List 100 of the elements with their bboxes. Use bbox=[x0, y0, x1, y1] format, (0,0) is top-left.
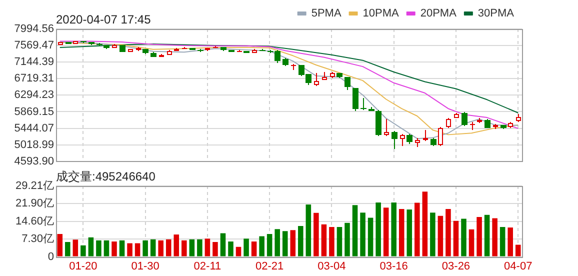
y-tick-label: 6294.23 bbox=[14, 89, 54, 102]
y-tick-label: 29.21亿 bbox=[15, 180, 54, 192]
legend-label: 20PMA bbox=[420, 8, 458, 20]
candlestick bbox=[112, 44, 117, 48]
y-tick-label: 7569.47 bbox=[14, 40, 54, 52]
x-tick-label: 04-07 bbox=[504, 260, 532, 272]
bar bbox=[298, 226, 304, 256]
candlestick bbox=[220, 47, 226, 52]
candlestick bbox=[352, 88, 358, 112]
bar bbox=[282, 231, 288, 256]
candlestick bbox=[150, 52, 156, 57]
candlestick bbox=[360, 98, 366, 110]
y-tick-label: 14.60亿 bbox=[15, 215, 54, 228]
bar bbox=[376, 202, 381, 256]
candlestick bbox=[96, 42, 102, 46]
candlestick bbox=[330, 72, 335, 78]
bar bbox=[391, 202, 396, 256]
candlestick bbox=[142, 49, 148, 54]
candlestick bbox=[368, 106, 374, 111]
bar bbox=[321, 224, 327, 256]
candlestick bbox=[384, 118, 389, 136]
bar bbox=[204, 238, 210, 256]
bar bbox=[468, 229, 474, 256]
candlestick bbox=[484, 118, 490, 128]
bar bbox=[96, 240, 102, 256]
y-tick-label: 5444.07 bbox=[14, 122, 54, 134]
bar bbox=[104, 240, 110, 256]
bar bbox=[508, 227, 513, 256]
bar bbox=[430, 212, 436, 256]
bar bbox=[65, 242, 70, 256]
candlestick bbox=[423, 130, 428, 142]
y-tick-label: 5018.99 bbox=[14, 138, 54, 151]
candlestick bbox=[470, 122, 475, 130]
candlestick bbox=[392, 130, 398, 150]
legend-label: 5PMA bbox=[311, 8, 342, 20]
y-tick-label: 7.30亿 bbox=[22, 233, 54, 246]
bar bbox=[422, 192, 428, 256]
bar bbox=[368, 218, 374, 256]
candlestick bbox=[167, 50, 172, 55]
bar bbox=[127, 243, 132, 256]
candlestick bbox=[104, 45, 110, 50]
x-tick-label: 02-21 bbox=[256, 260, 284, 272]
bar bbox=[290, 230, 296, 256]
bar bbox=[259, 236, 264, 256]
bar bbox=[329, 226, 334, 256]
candlestick bbox=[322, 72, 327, 80]
bar bbox=[406, 210, 412, 256]
bar bbox=[398, 209, 404, 256]
y-tick-label: 7144.39 bbox=[14, 56, 54, 68]
bar bbox=[453, 220, 459, 256]
bar bbox=[344, 222, 350, 256]
candlestick bbox=[336, 73, 342, 78]
y-tick-label: 21.90亿 bbox=[15, 198, 54, 210]
candlestick bbox=[454, 112, 459, 118]
candlestick bbox=[406, 134, 412, 144]
bar bbox=[336, 226, 342, 256]
candlestick bbox=[430, 138, 436, 146]
y-tick-label: 6719.31 bbox=[14, 72, 54, 85]
bar bbox=[150, 239, 156, 256]
y-tick-label: 4593.90 bbox=[14, 155, 54, 168]
bar bbox=[228, 242, 234, 256]
bar bbox=[515, 244, 521, 256]
candlestick bbox=[159, 54, 164, 57]
bar bbox=[174, 234, 180, 256]
candlestick bbox=[462, 112, 468, 126]
bar bbox=[492, 218, 498, 256]
bar bbox=[352, 205, 358, 256]
x-tick-label: 01-20 bbox=[69, 260, 98, 272]
bar bbox=[158, 240, 164, 256]
bar bbox=[182, 240, 187, 256]
y-tick-label: 0 bbox=[48, 250, 54, 263]
y-tick-label: 7994.56 bbox=[14, 23, 54, 36]
candlestick bbox=[136, 46, 141, 52]
candlestick bbox=[508, 122, 513, 128]
bar bbox=[266, 234, 272, 256]
bar bbox=[500, 226, 506, 256]
bar bbox=[383, 208, 389, 256]
x-tick-label: 03-26 bbox=[442, 260, 470, 272]
bar bbox=[212, 242, 218, 256]
bar bbox=[134, 243, 140, 256]
candlestick bbox=[415, 138, 420, 148]
bar bbox=[476, 217, 482, 256]
bar bbox=[360, 212, 366, 256]
bar bbox=[189, 239, 195, 256]
candlestick bbox=[344, 77, 350, 90]
candlestick bbox=[314, 72, 319, 86]
bar bbox=[314, 212, 319, 256]
chart-title: 2020-04-07 17:45 bbox=[56, 12, 152, 26]
chart-title: 成交量:495246640 bbox=[56, 169, 156, 184]
bar bbox=[236, 246, 242, 256]
bar bbox=[274, 229, 280, 256]
candlestick bbox=[174, 48, 179, 51]
bar bbox=[88, 237, 94, 256]
bar bbox=[461, 218, 466, 256]
bar bbox=[197, 239, 202, 256]
bar bbox=[142, 240, 148, 256]
candlestick bbox=[516, 114, 521, 122]
x-tick-label: 03-04 bbox=[318, 260, 346, 272]
x-tick-label: 03-16 bbox=[380, 260, 408, 272]
bar bbox=[251, 242, 257, 256]
